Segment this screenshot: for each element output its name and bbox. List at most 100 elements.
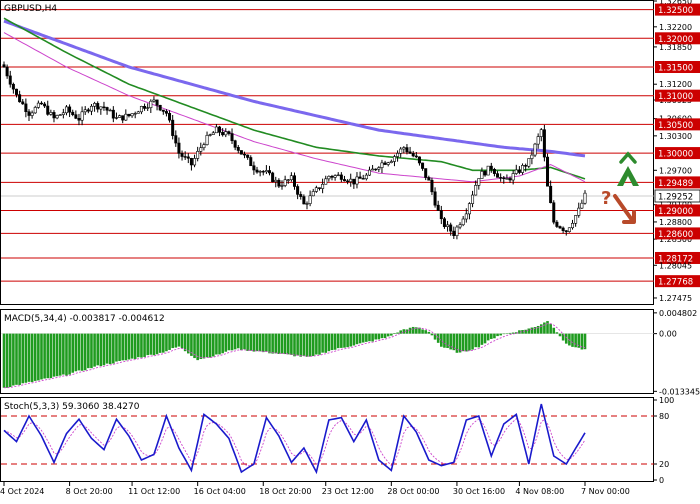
candle: [280, 180, 284, 190]
macd-bar: [196, 333, 199, 361]
macd-bar: [5, 333, 9, 388]
candle-body: [127, 113, 131, 117]
candle: [446, 220, 450, 232]
candle: [152, 96, 156, 103]
candle: [492, 167, 496, 177]
macd-bar: [293, 333, 296, 357]
candle: [21, 99, 25, 105]
candle-body: [255, 169, 259, 173]
candle-body: [411, 153, 415, 157]
candle-body: [336, 174, 340, 177]
question-mark: ?: [601, 188, 611, 209]
candle: [171, 114, 175, 140]
candle-body: [24, 103, 28, 112]
level-label: 1.29489: [658, 179, 693, 189]
candle: [11, 82, 15, 94]
candle: [174, 130, 178, 147]
macd-bar: [233, 333, 237, 350]
candle-body: [355, 176, 359, 185]
candle: [561, 226, 565, 234]
candle: [499, 173, 503, 182]
candle: [5, 64, 9, 79]
candle: [364, 173, 368, 181]
macd-bar: [480, 333, 484, 345]
candle-body: [308, 195, 312, 204]
candle-body: [27, 111, 31, 116]
macd-bar: [458, 333, 462, 353]
candle-body: [452, 230, 456, 236]
candle: [264, 165, 268, 174]
macd-bar: [311, 333, 315, 357]
candle: [239, 150, 243, 155]
macd-bar: [421, 329, 424, 334]
level-label: 1.28172: [658, 254, 693, 264]
candle-body: [396, 153, 400, 157]
candle-body: [471, 194, 475, 204]
macd-bar: [452, 333, 456, 351]
macd-histogram: [1, 321, 654, 388]
down-arrow-icon: [613, 194, 636, 224]
candle-body: [221, 132, 225, 136]
macd-bar: [249, 333, 253, 351]
macd-bar: [402, 329, 406, 334]
candle: [80, 106, 84, 126]
candle-body: [189, 158, 193, 166]
candle-body: [74, 114, 78, 119]
candle: [99, 106, 103, 115]
macd-bar: [96, 333, 100, 366]
level-label: 1.29000: [658, 207, 693, 217]
candle-body: [502, 177, 506, 179]
candle-body: [202, 144, 206, 149]
candle: [227, 130, 231, 136]
macd-bar: [208, 333, 212, 358]
candle-body: [96, 103, 100, 110]
macd-bar: [355, 333, 359, 345]
candle: [208, 133, 212, 137]
candle-body: [521, 165, 525, 173]
macd-bar: [315, 333, 318, 355]
candle-body: [477, 178, 481, 186]
macd-bar: [80, 333, 84, 371]
candle-body: [511, 173, 515, 181]
candle-body: [399, 148, 403, 154]
candle-body: [58, 114, 62, 116]
candle-body: [361, 178, 365, 180]
candle: [396, 150, 400, 162]
candle: [486, 165, 490, 176]
stoch-tick-label: 100: [659, 396, 674, 405]
stoch-axis: 100 80 20 0: [654, 396, 674, 485]
candle-body: [183, 156, 187, 158]
candle: [308, 190, 312, 207]
candle: [274, 176, 278, 188]
candle-body: [180, 153, 184, 157]
candle: [46, 100, 50, 116]
candle-body: [546, 156, 550, 187]
candle: [358, 171, 362, 179]
candle: [43, 101, 47, 109]
candle-body: [118, 115, 122, 118]
macd-bar: [55, 333, 59, 377]
macd-bar: [218, 333, 221, 355]
macd-bar: [552, 327, 556, 334]
macd-bar: [555, 332, 559, 334]
candle-body: [55, 115, 59, 119]
candle: [292, 172, 296, 190]
macd-bar: [465, 333, 468, 352]
macd-title: MACD(5,34,4) -0.003817 -0.004612: [4, 314, 165, 324]
stoch-k-line: [3, 403, 586, 475]
candle: [383, 160, 387, 165]
macd-bar: [274, 333, 278, 354]
candle-body: [230, 133, 234, 142]
macd-bar: [30, 333, 34, 383]
macd-bar: [508, 332, 512, 334]
candle: [161, 109, 165, 115]
candle: [221, 128, 225, 137]
candle-body: [196, 151, 200, 159]
macd-bar: [140, 333, 143, 358]
candle-body: [161, 109, 165, 112]
macd-bar: [202, 333, 206, 359]
macd-bar: [146, 333, 149, 356]
macd-bar: [440, 333, 443, 347]
candle: [311, 188, 315, 197]
candle: [377, 166, 381, 173]
